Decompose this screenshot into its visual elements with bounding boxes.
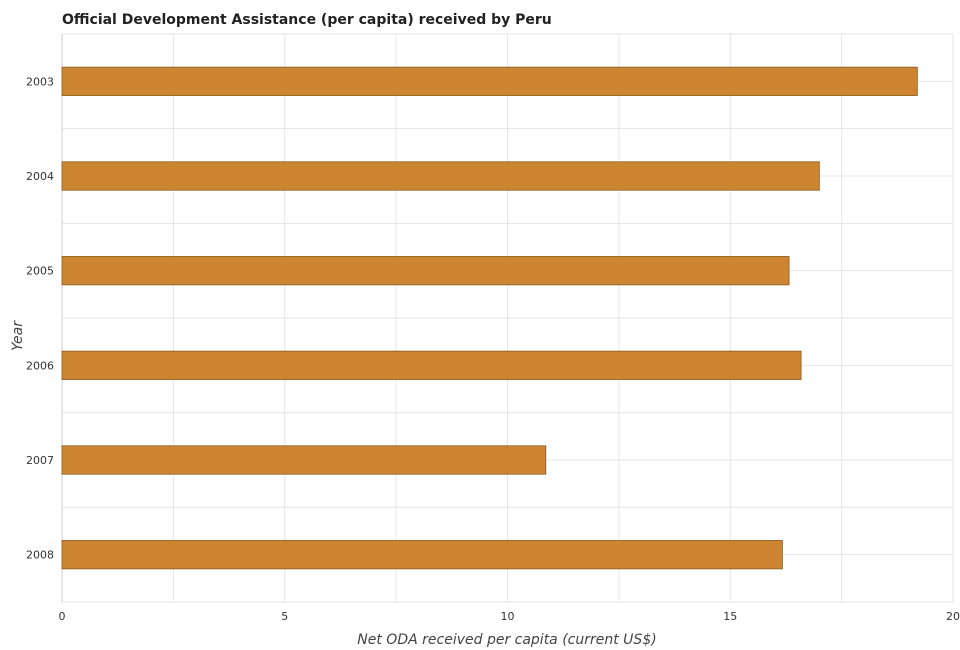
y-tick-label: 2003 [26,75,54,88]
y-tick-label: 2005 [26,265,54,278]
x-tick-label: 10 [501,610,515,623]
x-tick-label: 5 [281,610,288,623]
y-tick-label: 2007 [26,454,54,467]
grid [61,33,954,603]
bar-2008 [61,540,783,570]
y-axis-ticks: 2003 2004 2005 2006 2007 2008 [26,75,54,561]
bars [61,66,918,570]
bar-2007 [61,445,547,475]
bar-2004 [61,161,820,191]
y-axis-label: Year [10,320,26,351]
bar-2003 [61,66,918,96]
y-tick-label: 2006 [26,359,54,372]
y-tick-label: 2004 [26,170,54,183]
y-tick-label: 2008 [26,549,54,562]
x-tick-label: 15 [723,610,737,623]
bar-2005 [61,256,790,286]
bar-2006 [61,350,802,380]
chart-title: Official Development Assistance (per cap… [62,12,552,28]
x-axis-label: Net ODA received per capita (current US$… [357,632,656,648]
x-tick-label: 0 [59,610,66,623]
x-tick-label: 20 [946,610,960,623]
x-axis-ticks: 0 5 10 15 20 [59,610,960,623]
